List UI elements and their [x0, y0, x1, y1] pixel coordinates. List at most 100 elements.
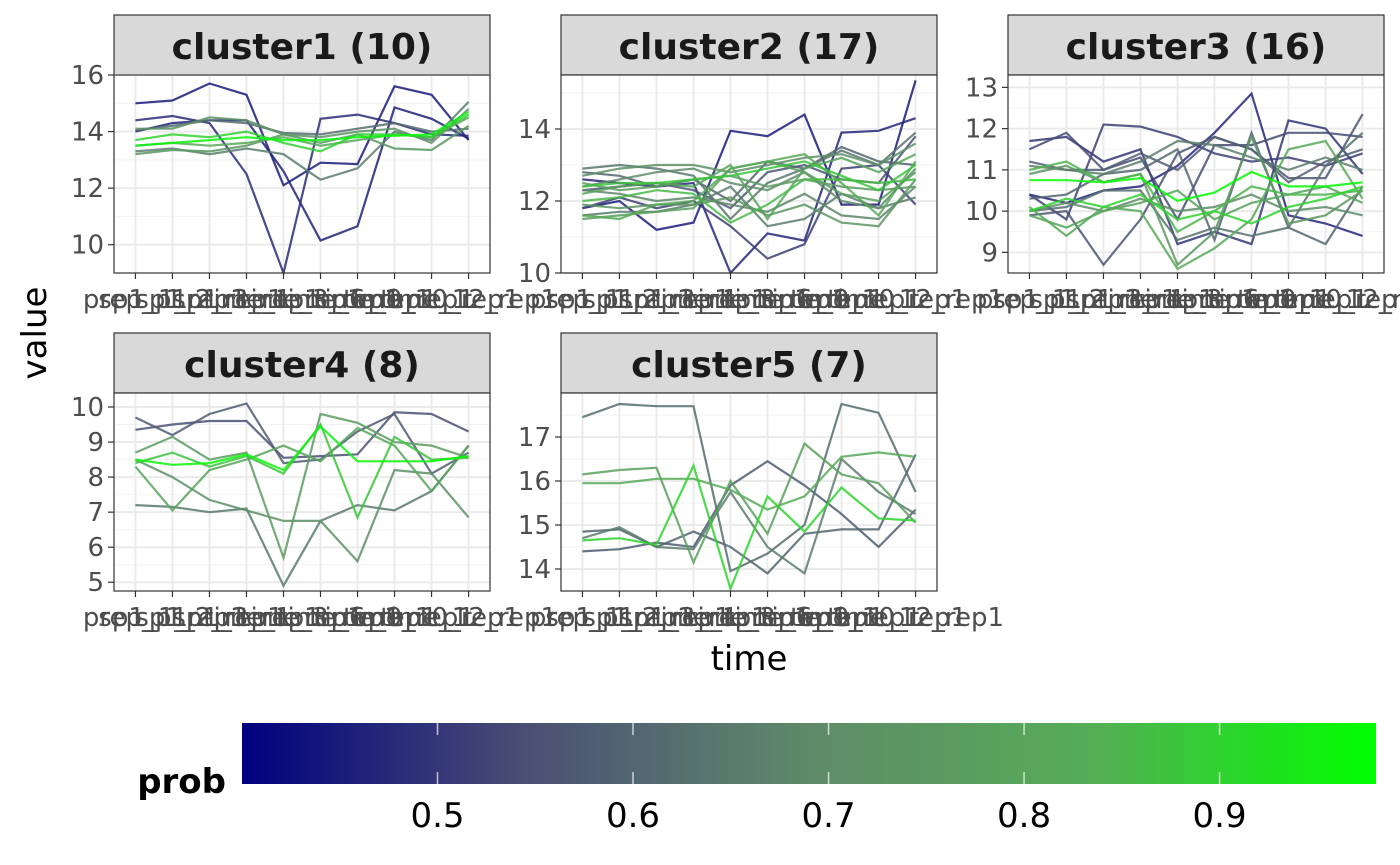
series-line: [582, 462, 916, 593]
series-line: [582, 163, 917, 260]
x-tick-label: time_6_rep1: [277, 285, 437, 315]
series-line: [1029, 113, 1364, 267]
x-tick-label: time_10_rep1: [343, 285, 520, 315]
y-tick-label: 10: [965, 197, 998, 227]
series-line: [135, 444, 470, 589]
x-tick-label: time_3_rep1: [687, 603, 847, 633]
series-line: [1029, 193, 1363, 217]
x-tick-label: time_10_rep1: [1237, 285, 1400, 315]
x-tick-label: time_12_rep1: [380, 285, 557, 315]
series-line: [135, 82, 470, 187]
panel-background: [561, 75, 937, 273]
x-tick-label: time_1_rep1: [650, 603, 810, 633]
x-tick-label: time_6_rep1: [724, 285, 884, 315]
panel-background: [561, 393, 937, 591]
facet-strip-label: cluster4 (8): [184, 345, 420, 386]
panel-border: [560, 392, 938, 592]
x-tick-label: sp1_3_rep1: [172, 285, 320, 315]
series-line: [135, 106, 470, 242]
legend-tick-label: 0.5: [410, 796, 464, 836]
series-line: [135, 110, 470, 147]
y-tick-label: 12: [518, 187, 551, 217]
y-tick-label: 16: [518, 467, 551, 497]
series-line: [1029, 185, 1363, 225]
series-line: [582, 160, 917, 192]
y-tick-label: 10: [71, 231, 104, 261]
x-tick-label: sp1_1_rep1: [98, 285, 246, 315]
x-tick-label: prep_p1: [977, 285, 1082, 315]
x-tick-label: time_10_rep1: [790, 285, 967, 315]
series-line: [582, 153, 917, 221]
y-tick-label: 17: [518, 423, 551, 453]
x-tick-label: time_3_rep1: [240, 285, 400, 315]
series-line: [1028, 131, 1363, 222]
x-tick-label: time_9_rep1: [1208, 285, 1368, 315]
facet-strip-label: cluster1 (10): [172, 27, 433, 68]
x-tick-label: time_12_rep1: [827, 603, 1004, 633]
y-tick-label: 14: [71, 118, 104, 148]
panel-background: [114, 393, 490, 591]
series-line: [135, 124, 470, 156]
x-tick-label: time_9_rep1: [314, 603, 474, 633]
x-tick-label: prep_p1: [530, 603, 635, 633]
panel-border: [1007, 74, 1385, 274]
series-line: [134, 426, 470, 513]
series-line: [582, 167, 917, 210]
x-tick-label: time_12_rep1: [380, 603, 557, 633]
x-tick-label: prep_p1: [83, 285, 188, 315]
panel-border: [560, 74, 938, 274]
y-tick-label: 12: [71, 174, 104, 204]
series-line: [582, 178, 917, 228]
panel-border: [113, 74, 491, 274]
panel-border: [113, 392, 491, 592]
series-line: [135, 424, 469, 472]
series-line: [582, 451, 916, 511]
legend-colorbar: [242, 723, 1376, 784]
x-tick-label: sp1_1_rep1: [992, 285, 1140, 315]
x-tick-label: sp1_1_rep1: [98, 603, 246, 633]
legend-tick-label: 0.7: [802, 796, 856, 836]
facet-strip: [1007, 14, 1385, 76]
x-tick-label: time_6_rep1: [277, 603, 437, 633]
y-axis-title: value: [15, 287, 55, 380]
x-tick-label: time_12_rep1: [827, 285, 1004, 315]
y-tick-label: 16: [71, 61, 104, 91]
x-tick-label: sp1_3_rep1: [1066, 285, 1214, 315]
facet-strip: [560, 332, 938, 394]
series-line: [582, 402, 917, 573]
x-axis-title: time: [711, 639, 788, 679]
series-line: [1029, 160, 1363, 234]
series-line: [582, 457, 917, 576]
x-tick-label: sp1_1_rep1: [545, 285, 693, 315]
y-tick-label: 12: [965, 115, 998, 145]
legend-tick-label: 0.9: [1193, 796, 1247, 836]
x-tick-label: time_1_rep1: [650, 285, 810, 315]
legend-title: prob: [137, 762, 226, 802]
x-tick-label: prep_p1: [530, 285, 635, 315]
x-tick-label: sp1_2_rep1: [582, 603, 730, 633]
x-tick-label: sp1_2_rep1: [1029, 285, 1177, 315]
x-tick-label: time_10_rep1: [790, 603, 967, 633]
x-tick-label: sp1_2_rep1: [135, 285, 283, 315]
x-tick-label: sp1_2_rep1: [135, 603, 283, 633]
x-tick-label: time_10_rep1: [343, 603, 520, 633]
x-tick-label: sp1_1_rep1: [545, 603, 693, 633]
y-tick-label: 11: [965, 156, 998, 186]
x-tick-label: sp1_2_rep1: [582, 285, 730, 315]
series-line: [582, 178, 916, 224]
x-tick-label: time_1_rep1: [203, 603, 363, 633]
y-tick-label: 14: [518, 115, 551, 145]
series-line: [135, 113, 469, 277]
legend-tick-label: 0.6: [606, 796, 660, 836]
x-tick-label: time_9_rep1: [761, 285, 921, 315]
x-tick-label: time_6_rep1: [724, 603, 884, 633]
x-tick-label: time_6_rep1: [1171, 285, 1331, 315]
series-line: [1029, 170, 1363, 202]
series-line: [582, 142, 917, 177]
y-tick-label: 8: [87, 463, 104, 493]
x-tick-label: time_9_rep1: [761, 603, 921, 633]
facet-strip: [113, 332, 491, 394]
y-tick-label: 14: [518, 555, 551, 585]
y-tick-label: 5: [87, 568, 104, 598]
